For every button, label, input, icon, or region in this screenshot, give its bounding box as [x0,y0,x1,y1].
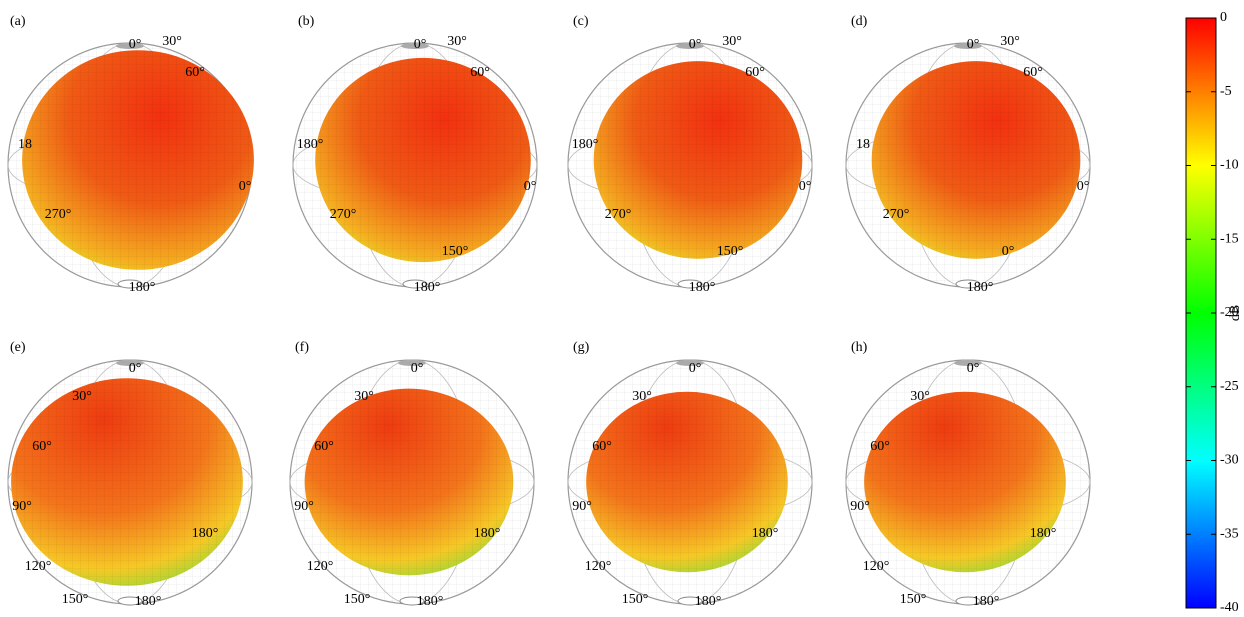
pattern-mesh [305,389,514,576]
angle-label: 0° [129,361,142,376]
panel: (d)0°30°60°180°270°0°180° [846,14,1090,295]
pattern-mesh [864,392,1066,572]
panel: (h) 0° 30° 60° 90° 180° 120° 150° 180° [846,340,1090,609]
angle-label: 90° [12,499,32,514]
angle-label: 270° [330,207,357,222]
pattern-mesh [315,58,531,262]
angle-label: 180° [752,526,779,541]
angle-label: 180° [695,594,722,609]
angle-label: 120° [307,559,334,574]
angle-label: 90° [294,499,314,514]
angle-label: 30° [632,389,652,404]
angle-label: 150° [900,592,927,607]
angle-label: 0° [239,179,252,194]
angle-label: 180° [1030,526,1057,541]
angle-label: 0° [1077,179,1090,194]
panel: (c) 0° 30° 60° 180° 0° 270° 150° 180° [568,14,812,295]
panel-label: (g) [573,340,590,355]
colorbar-tick-label: -25 [1220,379,1239,394]
panel-label: (b) [298,14,315,29]
colorbar-tick-label: -40 [1220,600,1239,615]
panel-label: (d) [851,14,868,29]
angle-label: 0° [524,179,537,194]
angle-label: 150° [62,592,89,607]
angle-label: 30° [722,34,742,49]
angle-label: 180° [967,280,994,295]
angle-label: 60° [185,65,205,80]
angle-label: 60° [592,439,612,454]
angle-label: 30° [1000,34,1020,49]
panel-label: (a) [10,14,26,29]
angle-label: 0° [799,179,812,194]
angle-label: 18 [856,137,870,152]
angle-label: 0° [129,37,142,52]
panel: (a)0°30°60°180°270°180° [8,14,254,295]
angle-label: 90° [850,499,870,514]
angle-label: 60° [32,439,52,454]
angle-label: 150° [344,592,371,607]
angle-label: 180° [572,137,599,152]
angle-label: 60° [870,439,890,454]
colorbar-tick-label: -15 [1220,231,1239,246]
angle-label: 30° [910,389,930,404]
figure: (a)0°30°60°180°270°180°(b)0°30°60°180°0°… [0,0,1244,617]
angle-label: 30° [72,389,92,404]
colorbar-tick-label: -30 [1220,453,1239,468]
colorbar-tick-label: -10 [1220,158,1239,173]
angle-label: 60° [745,65,765,80]
angle-label: 270° [883,207,910,222]
angle-label: 30° [162,34,182,49]
angle-label: 150° [717,244,744,259]
panel-label: (c) [573,14,589,29]
angle-label: 120° [585,559,612,574]
panel-label: (f) [295,340,309,355]
angle-label: 30° [354,389,374,404]
angle-label: 30° [447,34,467,49]
angle-label: 90° [572,499,592,514]
angle-label: 60° [470,65,490,80]
pattern-mesh [594,61,803,259]
angle-label: 180° [474,526,501,541]
colorbar-tick-label: -35 [1220,526,1239,541]
colorbar-tick-label: -5 [1220,84,1232,99]
angle-label: 0° [689,361,702,376]
angle-label: 0° [1002,244,1015,259]
colorbar-tick-label: 0 [1220,10,1227,25]
angle-label: 180° [192,526,219,541]
angle-label: 18 [18,137,32,152]
angle-label: 150° [442,244,469,259]
angle-label: 180° [689,280,716,295]
angle-label: 180° [297,137,324,152]
angle-label: 0° [414,37,427,52]
colorbar-label: dB [1228,305,1243,321]
angle-label: 0° [411,361,424,376]
angle-label: 60° [1023,65,1043,80]
panel: (b) 0° 30° 60° 180° 0° 270° 150° 180° [293,14,537,295]
angle-label: 180° [414,280,441,295]
panel-label: (e) [10,340,26,355]
pattern-mesh [22,50,254,270]
pattern-mesh [11,378,243,585]
angle-label: 150° [622,592,649,607]
pattern-mesh [872,61,1081,259]
angle-label: 0° [689,37,702,52]
angle-label: 180° [135,594,162,609]
panel-label: (h) [851,340,868,355]
angle-label: 60° [314,439,334,454]
angle-label: 180° [417,594,444,609]
panel: (e) 0° 30° 60° 90° 180° 120° 150° 180° [8,340,252,609]
angle-label: 180° [973,594,1000,609]
angle-label: 0° [967,361,980,376]
angle-label: 120° [25,559,52,574]
panel: (g) 0° 30° 60° 90° 180° 120° 150° 180° [568,340,812,609]
angle-label: 270° [605,207,632,222]
angle-label: 0° [967,37,980,52]
panel: (f) 0° 30° 60° 90° 180° 120° 150° 180° [290,340,534,609]
angle-label: 180° [129,280,156,295]
angle-label: 120° [863,559,890,574]
pattern-mesh [586,392,788,572]
angle-label: 270° [45,207,72,222]
